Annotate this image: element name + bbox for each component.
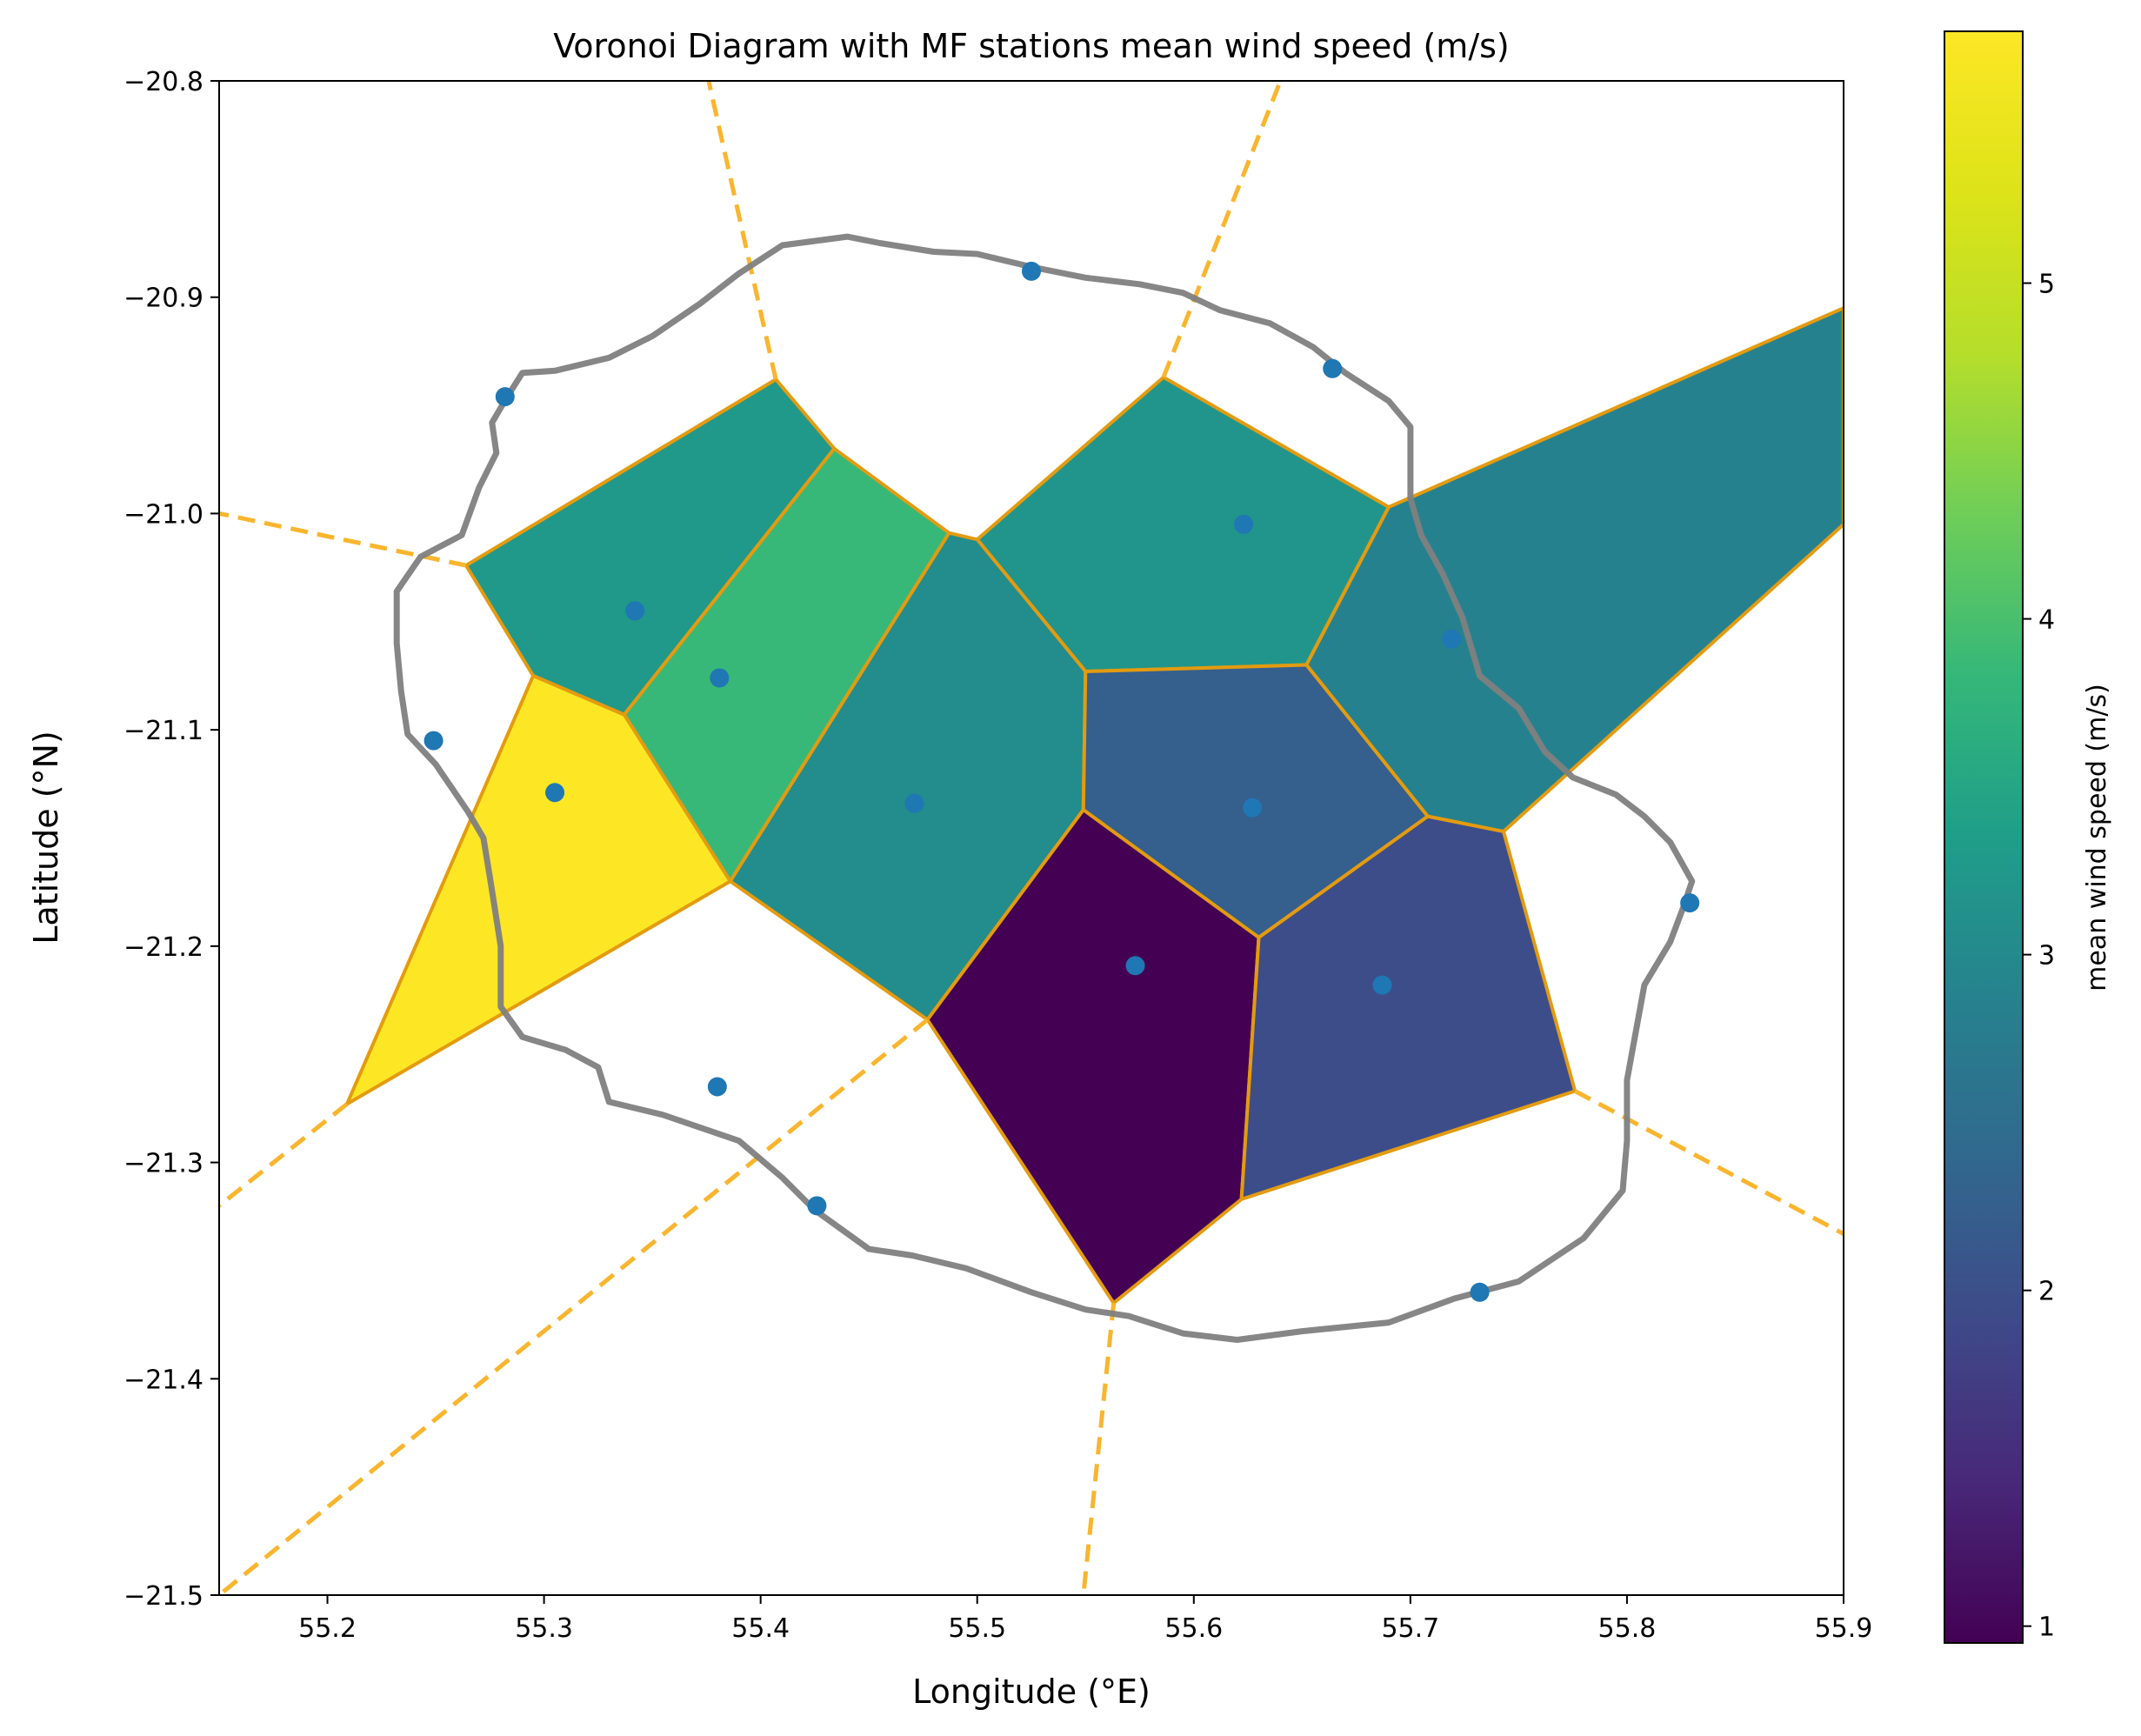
x-tick-label: 55.6: [1164, 1613, 1223, 1644]
infinite-ridge-7: [1573, 1089, 1844, 1236]
infinite-ridge-3: [219, 511, 467, 568]
chart-title: Voronoi Diagram with MF stations mean wi…: [553, 27, 1510, 65]
station-marker-17: [1470, 1282, 1490, 1302]
y-tick-label: −21.3: [123, 1149, 203, 1179]
voronoi-cells: [344, 306, 1844, 1305]
plot-area: [219, 81, 1844, 1595]
station-marker-16: [807, 1196, 827, 1216]
station-marker-15: [707, 1077, 727, 1097]
infinite-ridge-2: [1161, 81, 1283, 378]
voronoi-cell-9: [1239, 814, 1577, 1201]
colorbar-ticks: 1 2 3 4 5: [2023, 270, 2055, 1643]
x-tick-label: 55.4: [731, 1613, 790, 1644]
y-axis-title: Latitude (°N): [27, 731, 65, 945]
coastline-path: [393, 233, 1696, 1343]
colorbar: 1 2 3 4 5 mean wind speed (m/s): [1944, 30, 2112, 1644]
station-marker-9: [545, 783, 565, 803]
station-marker-8: [424, 731, 444, 751]
station-marker-11: [1243, 798, 1263, 818]
station-marker-10: [904, 793, 924, 813]
x-axis-title: Longitude (°E): [912, 1673, 1151, 1711]
coastline: [393, 233, 1696, 1343]
y-tick-label: −21.5: [123, 1581, 203, 1612]
colorbar-tick-label: 5: [2038, 270, 2055, 300]
x-tick-label: 55.8: [1598, 1613, 1657, 1644]
station-marker-12: [1680, 893, 1700, 913]
station-marker-7: [1442, 629, 1462, 649]
infinite-ridge-5: [219, 1018, 930, 1595]
y-tick-label: −21.0: [123, 499, 203, 530]
y-tick-label: −20.9: [123, 284, 203, 314]
station-marker-1: [1022, 261, 1041, 281]
station-marker-6: [710, 668, 730, 688]
station-marker-3: [495, 387, 515, 407]
x-tick-label: 55.3: [515, 1613, 573, 1644]
voronoi-cell-8: [925, 808, 1261, 1305]
y-tick-label: −20.8: [123, 67, 203, 97]
x-tick-label: 55.5: [948, 1613, 1006, 1644]
y-axis: −20.8 −20.9 −21.0 −21.1 −21.2 −21.3 −21.4 −21.5: [123, 67, 219, 1612]
x-tick-label: 55.9: [1815, 1613, 1873, 1644]
stations: [424, 261, 1700, 1302]
colorbar-tick-label: 2: [2038, 1277, 2055, 1307]
y-tick-label: −21.4: [123, 1365, 203, 1395]
station-marker-4: [1234, 514, 1254, 534]
station-marker-14: [1372, 975, 1392, 995]
infinite-ridge-1: [706, 81, 778, 380]
station-marker-2: [1323, 358, 1343, 378]
infinite-ridge-6: [1081, 1302, 1117, 1595]
station-marker-13: [1125, 956, 1145, 976]
y-tick-label: −21.2: [123, 932, 203, 963]
colorbar-tick-label: 1: [2038, 1612, 2055, 1643]
colorbar-tick-label: 4: [2038, 605, 2055, 636]
voronoi-cell-4: [1304, 306, 1844, 834]
station-marker-5: [625, 601, 645, 621]
colorbar-gradient: [1944, 30, 2024, 1644]
x-tick-label: 55.2: [298, 1613, 357, 1644]
colorbar-label: mean wind speed (m/s): [2082, 684, 2112, 992]
plot-frame: [218, 80, 1844, 1596]
x-axis: 55.2 55.3 55.4 55.5 55.6 55.7 55.8 55.9: [298, 1595, 1872, 1644]
infinite-ridge-4: [219, 1102, 349, 1208]
y-tick-label: −21.1: [123, 716, 203, 746]
colorbar-tick-label: 3: [2038, 941, 2055, 971]
x-tick-label: 55.7: [1381, 1613, 1439, 1644]
